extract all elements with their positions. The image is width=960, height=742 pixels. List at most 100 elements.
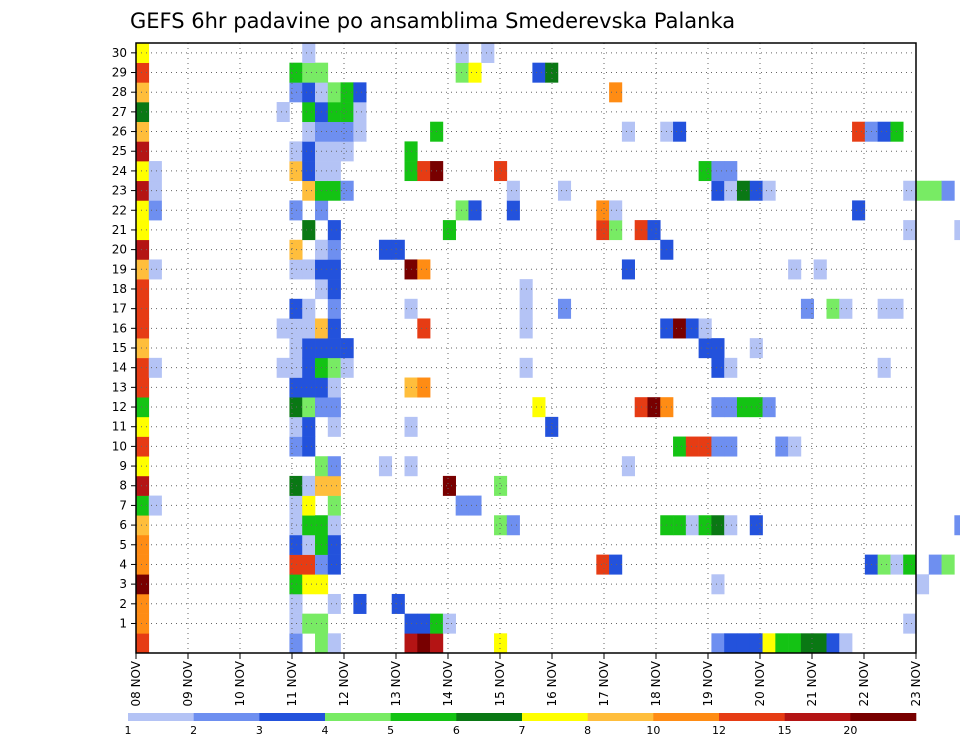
heatmap-cell xyxy=(276,318,290,339)
heatmap-cell xyxy=(711,436,725,457)
y-tick-label: 15 xyxy=(112,341,127,355)
y-tick-label: 23 xyxy=(112,184,127,198)
heatmap-cell xyxy=(852,200,866,221)
heatmap-cell xyxy=(136,338,150,359)
heatmap-cell xyxy=(647,220,661,241)
heatmap-cell xyxy=(302,298,316,319)
heatmap-cell xyxy=(302,475,316,496)
x-tick-label: 14 NOV xyxy=(441,660,455,706)
heatmap-cell xyxy=(711,338,725,359)
x-tick-label: 12 NOV xyxy=(337,660,351,706)
heatmap-cell xyxy=(289,534,303,555)
x-tick-label: 23 NOV xyxy=(909,660,923,706)
heatmap-cell xyxy=(903,613,917,634)
heatmap-cell xyxy=(136,495,150,516)
colorbar-swatch xyxy=(193,713,260,721)
heatmap-cell xyxy=(136,574,150,595)
y-tick-label: 8 xyxy=(119,479,127,493)
colorbar-label: 15 xyxy=(778,724,792,737)
heatmap-cell xyxy=(877,554,891,575)
heatmap-cell xyxy=(455,200,469,221)
heatmap-cell xyxy=(327,593,341,614)
heatmap-cell xyxy=(327,633,341,654)
heatmap-cell xyxy=(327,259,341,280)
x-axis-ticks: 08 NOV 09 NOV 10 NOV 11 NOV 12 NOV 13 NOV 14 N… xyxy=(129,653,923,707)
y-axis-ticks: 1234567891011121314151617181920212223242… xyxy=(112,46,136,630)
colorbar-label: 10 xyxy=(646,724,660,737)
y-tick-label: 1 xyxy=(119,616,127,630)
x-tick-label: 17 NOV xyxy=(597,660,611,706)
colorbar-label: 3 xyxy=(256,724,263,737)
heatmap-cell xyxy=(417,259,431,280)
heatmap-cell xyxy=(302,338,316,359)
heatmap-cell xyxy=(826,298,840,319)
heatmap-cell xyxy=(621,259,635,280)
x-tick-label: 19 NOV xyxy=(701,660,715,706)
heatmap-cell xyxy=(148,357,162,378)
y-tick-label: 10 xyxy=(112,439,127,453)
heatmap-cell xyxy=(289,416,303,437)
heatmap-cell xyxy=(302,554,316,575)
heatmap-cell xyxy=(136,633,150,654)
heatmap-cell xyxy=(762,397,776,418)
heatmap-cell xyxy=(136,200,150,221)
heatmap-cell xyxy=(302,220,316,241)
heatmap-cell xyxy=(916,180,930,201)
heatmap-cell xyxy=(327,397,341,418)
heatmap-cell xyxy=(736,180,751,201)
heatmap-cell xyxy=(136,534,150,555)
colorbar-swatch xyxy=(850,713,917,721)
heatmap-cell xyxy=(711,574,725,595)
heatmap-cell xyxy=(302,82,316,103)
heatmap-cell xyxy=(557,180,572,201)
heatmap-cell xyxy=(148,259,162,280)
heatmap-cell xyxy=(877,357,891,378)
y-tick-label: 27 xyxy=(112,105,127,119)
heatmap-cell xyxy=(327,220,341,241)
colorbar-label: 7 xyxy=(519,724,526,737)
heatmap-cell xyxy=(711,180,725,201)
heatmap-cell xyxy=(609,82,623,103)
heatmap-cell xyxy=(289,82,303,103)
heatmap-cell xyxy=(673,436,687,457)
heatmap-cell xyxy=(724,397,738,418)
heatmap-cell xyxy=(673,318,687,339)
heatmap-cell xyxy=(647,397,661,418)
heatmap-cell xyxy=(916,574,930,595)
heatmap-cell xyxy=(289,554,303,575)
heatmap-cell xyxy=(148,161,162,182)
heatmap-cell xyxy=(289,397,303,418)
heatmap-cell xyxy=(136,239,150,260)
heatmap-cell xyxy=(136,279,150,300)
heatmap-cell xyxy=(877,298,891,319)
heatmap-cell xyxy=(327,534,341,555)
heatmap-cell xyxy=(481,43,495,63)
heatmap-cell xyxy=(596,200,610,221)
heatmap-cell xyxy=(391,239,405,260)
heatmap-cell xyxy=(136,161,150,182)
heatmap-cell xyxy=(468,62,482,83)
y-tick-label: 18 xyxy=(112,282,127,296)
heatmap-cell xyxy=(136,593,150,614)
heatmap-cell xyxy=(302,534,316,555)
colorbar-swatch xyxy=(390,713,457,721)
x-tick-label: 08 NOV xyxy=(129,660,143,706)
y-tick-label: 16 xyxy=(112,321,127,335)
heatmap-cell xyxy=(698,318,712,339)
heatmap-cell xyxy=(775,633,789,654)
y-tick-label: 19 xyxy=(112,262,127,276)
heatmap-cell xyxy=(494,475,508,496)
heatmap-cell xyxy=(136,298,150,319)
heatmap-cell xyxy=(148,495,162,516)
colorbar-swatch xyxy=(325,713,391,721)
x-tick-label: 10 NOV xyxy=(233,660,247,706)
x-tick-label: 15 NOV xyxy=(493,660,507,706)
heatmap-cell xyxy=(289,141,303,162)
heatmap-cell xyxy=(276,102,290,123)
heatmap-cell xyxy=(877,121,891,142)
heatmap-cell xyxy=(788,436,802,457)
heatmap-cell xyxy=(417,633,431,654)
heatmap-cell xyxy=(302,416,316,437)
y-tick-label: 20 xyxy=(112,243,127,257)
